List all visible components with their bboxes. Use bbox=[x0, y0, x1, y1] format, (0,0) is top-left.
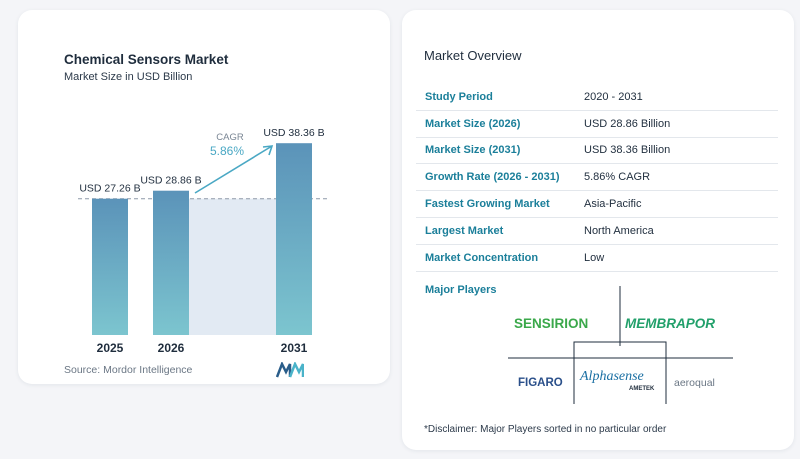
bar bbox=[276, 143, 312, 335]
overview-row-value: 5.86% CAGR bbox=[584, 171, 651, 184]
overview-title: Market Overview bbox=[424, 48, 522, 63]
overview-row-value: USD 38.36 Billion bbox=[584, 144, 671, 157]
cagr-label: CAGR bbox=[216, 132, 244, 143]
overview-row: Market Size (2026) USD 28.86 Billion bbox=[416, 111, 778, 138]
data-label: USD 28.86 B bbox=[140, 175, 201, 187]
source-note: Source: Mordor Intelligence bbox=[64, 364, 193, 376]
figaro-logo: FIGARO bbox=[518, 377, 563, 389]
overview-row-value: Low bbox=[584, 251, 605, 264]
sensirion-logo: SENSIRION bbox=[514, 316, 588, 331]
overview-row-label: Growth Rate (2026 - 2031) bbox=[425, 171, 560, 184]
cagr-value: 5.86% bbox=[210, 144, 244, 158]
chart-title: Chemical Sensors Market bbox=[64, 52, 229, 67]
overview-row-value: North America bbox=[584, 224, 654, 237]
data-label: USD 38.36 B bbox=[263, 127, 324, 139]
mordor-logo-icon bbox=[276, 362, 304, 378]
overview-row-label: Market Size (2026) bbox=[425, 117, 521, 130]
overview-row: Study Period 2020 - 2031 bbox=[416, 84, 778, 111]
overview-row: Market Size (2031) USD 38.36 Billion bbox=[416, 138, 778, 165]
overview-row: Largest Market North America bbox=[416, 218, 778, 245]
overview-row-label: Study Period bbox=[425, 90, 493, 103]
disclaimer: *Disclaimer: Major Players sorted in no … bbox=[424, 424, 667, 435]
data-label: USD 27.26 B bbox=[79, 183, 140, 195]
aeroqual-logo: aeroqual bbox=[674, 377, 715, 389]
overview-row: Market Concentration Low bbox=[416, 245, 778, 272]
bar bbox=[92, 198, 128, 335]
overview-table: Study Period 2020 - 2031 Market Size (2026… bbox=[416, 84, 778, 272]
overview-panel bbox=[402, 10, 794, 450]
overview-row-value: 2020 - 2031 bbox=[584, 90, 643, 103]
chart-subtitle: Market Size in USD Billion bbox=[64, 71, 193, 83]
overview-row-label: Market Size (2031) bbox=[425, 144, 521, 157]
overview-row-label: Largest Market bbox=[425, 224, 504, 237]
overview-row-value: USD 28.86 Billion bbox=[584, 117, 671, 130]
overview-row: Growth Rate (2026 - 2031) 5.86% CAGR bbox=[416, 164, 778, 192]
alphasense-ametek-label: AMETEK bbox=[629, 386, 655, 392]
cagr-arrow-head bbox=[262, 145, 274, 156]
alphasense-logo: Alphasense bbox=[579, 369, 644, 384]
overview-row-label: Market Concentration bbox=[425, 251, 539, 264]
bar-chart: USD 27.26 B 2025 USD 28.86 B 2026 USD 38.36 … bbox=[78, 127, 330, 355]
overview-row: Fastest Growing Market Asia-Pacific bbox=[416, 191, 778, 218]
membrapor-logo: MEMBRAPOR bbox=[625, 316, 715, 331]
category-label: 2031 bbox=[281, 341, 308, 355]
category-label: 2025 bbox=[97, 341, 124, 355]
bar bbox=[153, 190, 189, 335]
players-grid: SENSIRION MEMBRAPOR FIGARO Alphasense AM… bbox=[508, 286, 733, 404]
growth-shade bbox=[189, 198, 276, 335]
cagr-arrow bbox=[194, 145, 273, 194]
players-title: Major Players bbox=[425, 284, 497, 296]
category-label: 2026 bbox=[158, 341, 185, 355]
overview-row-label: Fastest Growing Market bbox=[425, 198, 550, 211]
overview-row-value: Asia-Pacific bbox=[584, 198, 642, 211]
